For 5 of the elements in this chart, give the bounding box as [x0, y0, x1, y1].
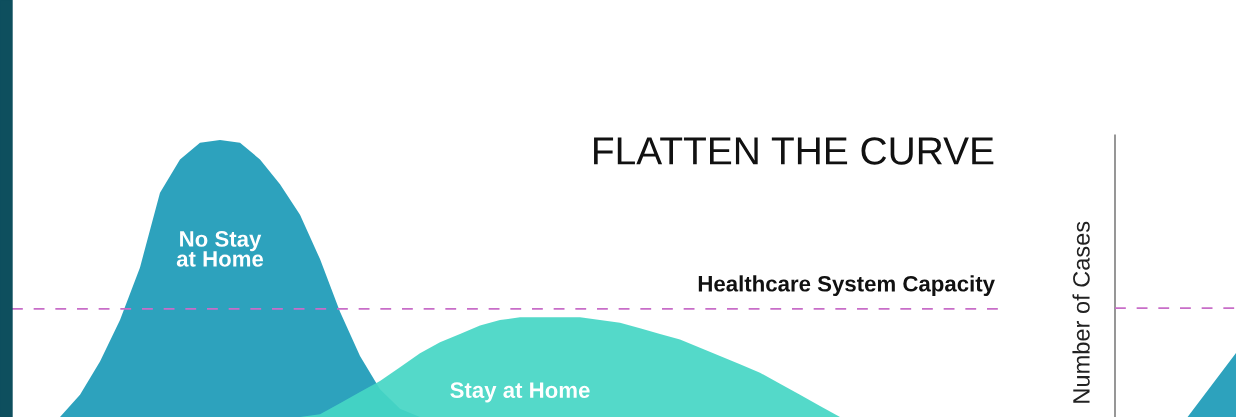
series-label: Stay at Home [450, 382, 590, 403]
chart-title: FLATTEN THE CURVE [594, 137, 994, 165]
ref-line-label: Healthcare System Capacity [698, 275, 995, 297]
series-label: No Stay at Home [176, 231, 264, 267]
y-axis-title: Number of Cases [1072, 221, 1090, 403]
